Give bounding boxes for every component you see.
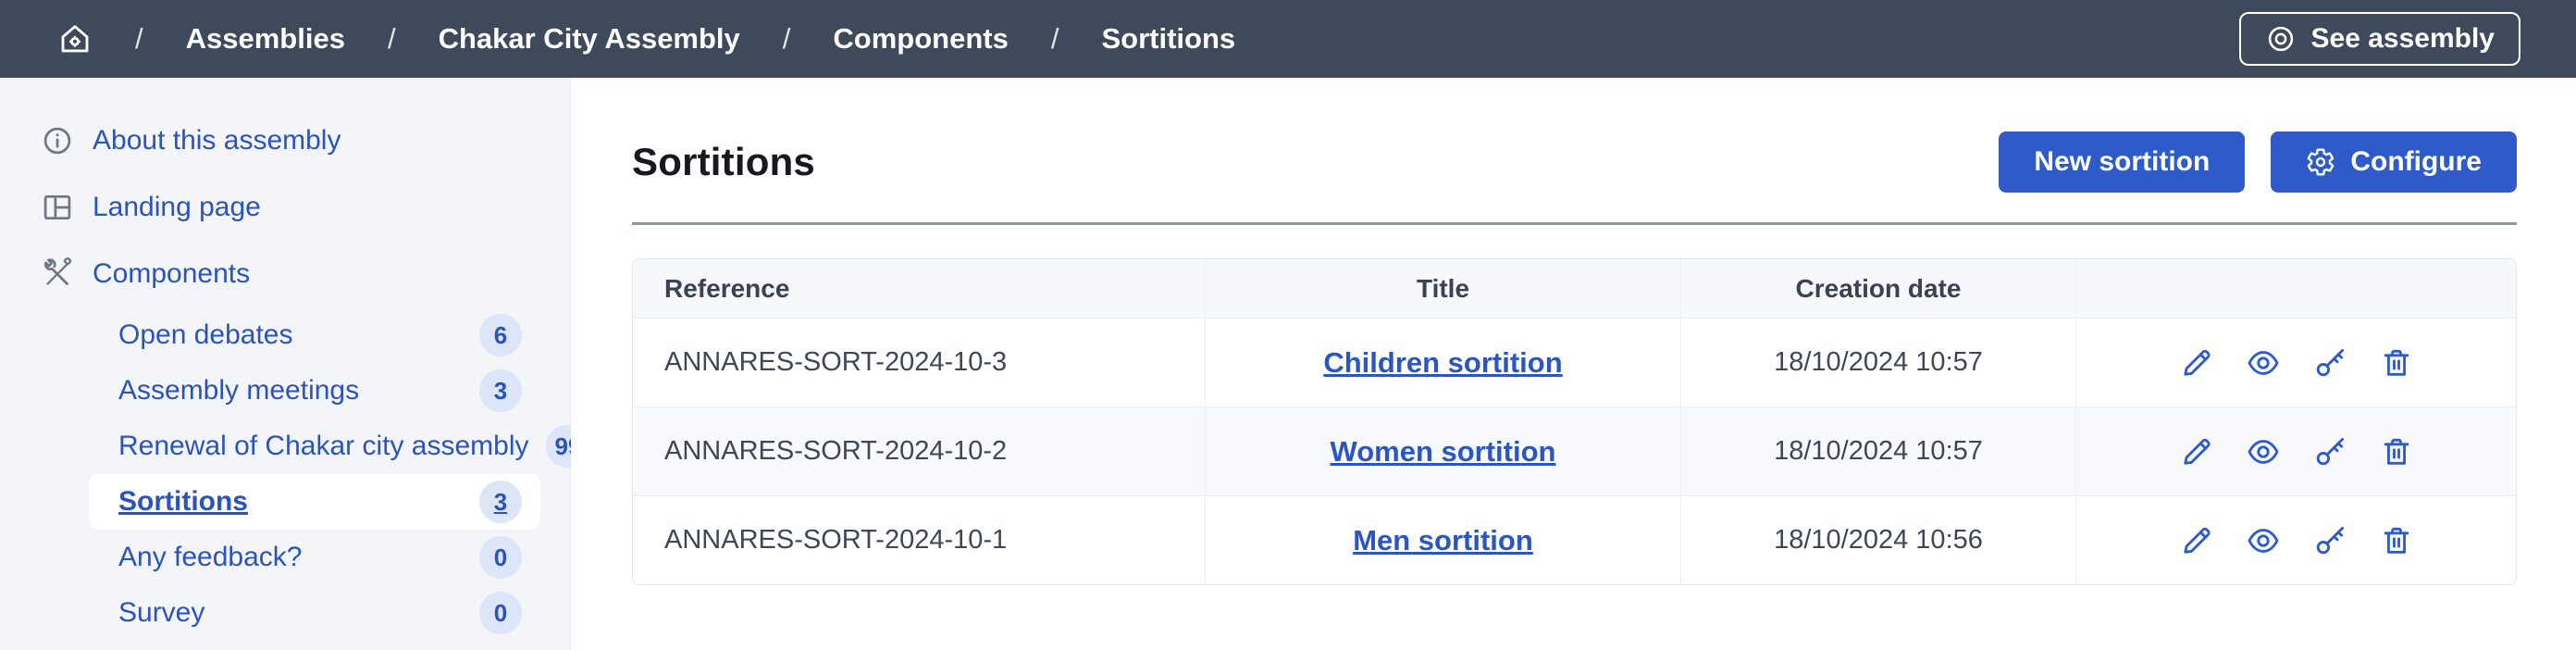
breadcrumb-separator: / — [135, 22, 143, 55]
sidebar-component-label: Open debates — [118, 319, 293, 350]
count-badge: 6 — [479, 314, 522, 356]
sidebar-component-sortitions[interactable]: Sortitions 3 — [89, 474, 540, 530]
sidebar-component-label: Assembly meetings — [118, 375, 360, 406]
configure-label: Configure — [2350, 146, 2482, 177]
sortitions-table: Reference Title Creation date ANNARES-SO… — [632, 258, 2517, 585]
permissions-key-icon[interactable] — [2312, 523, 2347, 558]
admin-topbar: / Assemblies / Chakar City Assembly / Co… — [0, 0, 2576, 78]
new-sortition-button[interactable]: New sortition — [1999, 131, 2246, 193]
home-icon[interactable] — [57, 21, 93, 56]
sidebar-item-label: Components — [93, 258, 251, 289]
page-title: Sortitions — [632, 140, 815, 183]
permissions-key-icon[interactable] — [2312, 434, 2347, 469]
delete-trash-icon[interactable] — [2379, 523, 2414, 558]
info-icon — [41, 124, 74, 157]
permissions-key-icon[interactable] — [2312, 345, 2347, 381]
sidebar-item-about[interactable]: About this assembly — [0, 107, 570, 174]
edit-icon[interactable] — [2179, 345, 2214, 381]
sidebar-component-label: Survey — [118, 597, 205, 628]
cell-creation-date: 18/10/2024 10:57 — [1681, 407, 2076, 496]
layout-icon — [41, 191, 74, 224]
sidebar-component-open-debates[interactable]: Open debates 6 — [89, 307, 540, 363]
sidebar-item-landing-page[interactable]: Landing page — [0, 174, 570, 241]
count-badge: 0 — [479, 592, 522, 634]
see-assembly-button[interactable]: See assembly — [2238, 12, 2520, 66]
breadcrumb-components[interactable]: Components — [833, 22, 1009, 55]
delete-trash-icon[interactable] — [2379, 345, 2414, 381]
column-header-title: Title — [1206, 259, 1681, 319]
eye-icon — [2268, 26, 2293, 52]
see-assembly-label: See assembly — [2310, 23, 2495, 54]
row-actions — [2076, 496, 2516, 584]
breadcrumb-assembly-name[interactable]: Chakar City Assembly — [438, 22, 740, 55]
column-header-creation-date: Creation date — [1681, 259, 2076, 319]
breadcrumb-separator: / — [782, 22, 791, 55]
breadcrumb-separator: / — [387, 22, 396, 55]
sidebar-component-assembly-meetings[interactable]: Assembly meetings 3 — [89, 363, 540, 419]
table-row: ANNARES-SORT-2024-10-2 Women sortition 1… — [633, 407, 2516, 496]
sidebar-item-components[interactable]: Components — [0, 241, 570, 307]
count-badge: 3 — [479, 369, 522, 412]
breadcrumb-current-sortitions[interactable]: Sortitions — [1101, 22, 1236, 55]
cell-creation-date: 18/10/2024 10:56 — [1681, 496, 2076, 584]
count-badge: 0 — [479, 536, 522, 579]
gear-icon — [2308, 148, 2334, 176]
assembly-sidebar: About this assembly Landing page Compone… — [0, 78, 591, 650]
cell-creation-date: 18/10/2024 10:57 — [1681, 319, 2076, 407]
edit-icon[interactable] — [2179, 523, 2214, 558]
table-row: ANNARES-SORT-2024-10-3 Children sortitio… — [633, 319, 2516, 407]
cell-reference: ANNARES-SORT-2024-10-1 — [633, 496, 1206, 584]
sidebar-component-survey[interactable]: Survey 0 — [89, 585, 540, 641]
new-sortition-label: New sortition — [2034, 146, 2211, 177]
count-badge: 3 — [479, 481, 522, 523]
sidebar-item-label: Landing page — [93, 192, 261, 222]
row-actions — [2076, 407, 2516, 495]
sidebar-component-label: Sortitions — [118, 486, 248, 517]
preview-icon[interactable] — [2246, 434, 2281, 469]
preview-icon[interactable] — [2246, 523, 2281, 558]
sidebar-component-label: Renewal of Chakar city assembly — [118, 431, 529, 461]
breadcrumb: / Assemblies / Chakar City Assembly / Co… — [57, 21, 2239, 56]
table-row: ANNARES-SORT-2024-10-1 Men sortition 18/… — [633, 496, 2516, 584]
sidebar-component-label: Any feedback? — [118, 542, 303, 572]
row-actions — [2076, 319, 2516, 406]
configure-button[interactable]: Configure — [2271, 131, 2517, 193]
preview-icon[interactable] — [2246, 345, 2281, 381]
tools-icon — [41, 257, 74, 291]
column-header-actions — [2076, 259, 2516, 319]
sortition-title-link[interactable]: Children sortition — [1323, 345, 1563, 379]
table-header-row: Reference Title Creation date — [633, 259, 2516, 319]
edit-icon[interactable] — [2179, 434, 2214, 469]
title-divider — [632, 222, 2517, 225]
breadcrumb-separator: / — [1050, 22, 1059, 55]
sortition-title-link[interactable]: Women sortition — [1330, 434, 1556, 468]
sidebar-component-any-feedback[interactable]: Any feedback? 0 — [89, 530, 540, 585]
sortition-title-link[interactable]: Men sortition — [1353, 523, 1533, 556]
delete-trash-icon[interactable] — [2379, 434, 2414, 469]
sidebar-item-label: About this assembly — [93, 125, 341, 156]
column-header-reference: Reference — [633, 259, 1206, 319]
main-content: Sortitions New sortition Configure — [571, 78, 2576, 650]
breadcrumb-assemblies[interactable]: Assemblies — [185, 22, 345, 55]
cell-reference: ANNARES-SORT-2024-10-3 — [633, 319, 1206, 407]
sidebar-component-renewal[interactable]: Renewal of Chakar city assembly 99 — [89, 419, 591, 474]
cell-reference: ANNARES-SORT-2024-10-2 — [633, 407, 1206, 496]
